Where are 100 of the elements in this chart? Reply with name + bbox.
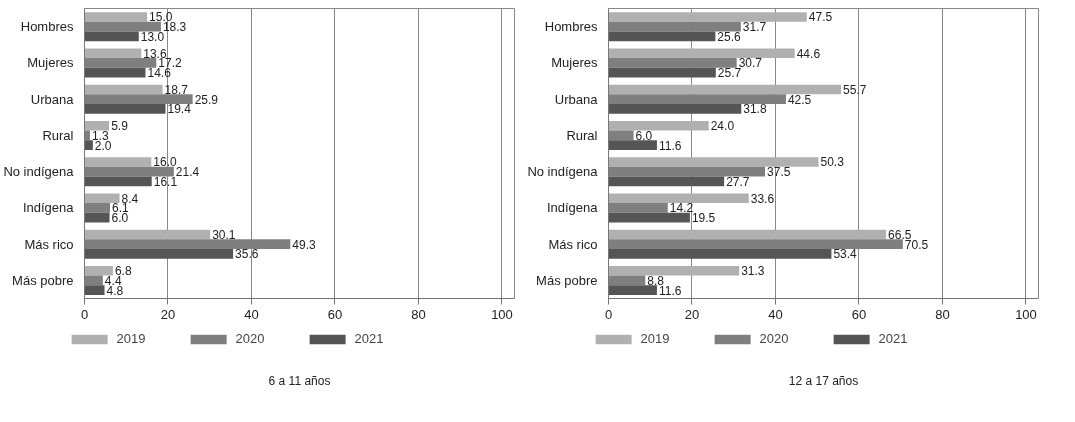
x-tick-label: 100 [491,306,513,322]
bar [84,31,139,42]
x-tick-label: 0 [80,306,89,322]
data-label: 31.8 [743,102,767,117]
bar [84,157,152,167]
bar [608,140,657,150]
bar [84,212,110,223]
data-label: 31.7 [742,20,767,35]
y-tick-label: Más rico [548,236,598,252]
y-tick-label: Rural [42,127,74,143]
bar [608,157,819,167]
bar [608,67,716,78]
bar [608,12,807,22]
bar [84,265,113,276]
data-label: 19.4 [167,102,192,117]
y-tick-label: Rural [566,127,598,143]
data-label: 47.5 [808,10,833,25]
data-label: 21.4 [175,165,200,180]
y-tick-label: No indígena [3,164,75,180]
legend-label: 2019 [116,331,146,346]
data-label: 16.0 [153,155,177,170]
data-label: 25.7 [717,66,742,81]
data-label: 66.5 [888,227,912,242]
bar [84,12,148,22]
x-tick-label: 80 [935,306,950,322]
y-tick-label: Mujeres [27,55,74,71]
legend-label: 2020 [235,331,265,346]
y-tick-label: Indígena [546,200,599,216]
bar [608,285,657,295]
bar [84,84,163,95]
y-tick-label: Indígena [22,200,75,216]
bar [608,248,832,259]
y-tick-label: Hombres [20,19,74,35]
data-label: 31.3 [741,264,765,279]
data-label: 6.0 [111,211,129,226]
data-label: 33.6 [750,191,775,206]
y-tick-label: Mujeres [551,55,598,71]
data-label: 6.0 [635,128,653,143]
data-label: 44.6 [796,46,821,61]
data-label: 49.3 [292,237,316,252]
data-label: 53.4 [833,247,858,262]
data-label: 14.2 [669,201,694,216]
y-tick-label: Más pobre [536,272,598,288]
x-tick-label: 0 [604,306,613,322]
bar [84,176,152,187]
data-label: 50.3 [820,155,845,170]
bar [608,48,795,59]
bar [608,31,716,42]
x-tick-label: 60 [851,306,867,322]
legend-label: 2021 [878,331,908,346]
bar [84,48,142,59]
data-label: 27.7 [726,174,750,189]
bar [84,229,211,240]
bar [84,285,105,295]
bar [84,248,234,259]
bar [84,120,110,131]
y-tick-label: Urbana [30,91,75,107]
data-label: 11.6 [658,138,682,153]
text: 6 a 11 años [268,374,331,388]
x-tick-label: 40 [244,306,259,322]
data-label: 14.6 [147,66,172,81]
legend-label: 2021 [354,331,384,346]
data-label: 42.5 [787,92,812,107]
bar [608,212,690,223]
x-tick-label: 20 [160,306,176,322]
bar [608,120,709,131]
bar [608,176,725,187]
data-label: 25.9 [194,92,219,107]
bar [608,103,742,114]
x-tick-label: 100 [1015,306,1037,322]
bar [608,229,887,240]
data-label: 24.0 [710,119,735,134]
x-tick-label: 80 [411,306,426,322]
legend-label: 2020 [759,331,789,346]
bar [84,103,166,114]
text: 12 a 17 años [788,374,859,388]
y-tick-label: Más pobre [12,272,74,288]
x-tick-label: 60 [327,306,343,322]
bar [608,265,740,276]
x-tick-label: 20 [684,306,700,322]
y-tick-label: Más rico [24,236,74,252]
bar [84,67,146,78]
bar [608,193,749,204]
data-label: 30.1 [212,227,236,242]
data-label: 55.7 [843,82,867,97]
x-tick-label: 40 [768,306,783,322]
data-label: 37.5 [767,165,791,180]
data-label: 35.6 [235,247,259,262]
data-label: 13.0 [140,29,165,44]
data-label: 18.7 [164,82,189,97]
bar [84,140,93,150]
data-label: 25.6 [717,29,742,44]
bar [608,84,842,95]
y-tick-label: No indígena [527,164,599,180]
bar [84,193,120,204]
legend-label: 2019 [640,331,670,346]
y-tick-label: Urbana [554,91,599,107]
data-label: 5.9 [111,119,129,134]
y-tick-label: Hombres [544,19,598,35]
data-label: 19.5 [691,211,716,226]
